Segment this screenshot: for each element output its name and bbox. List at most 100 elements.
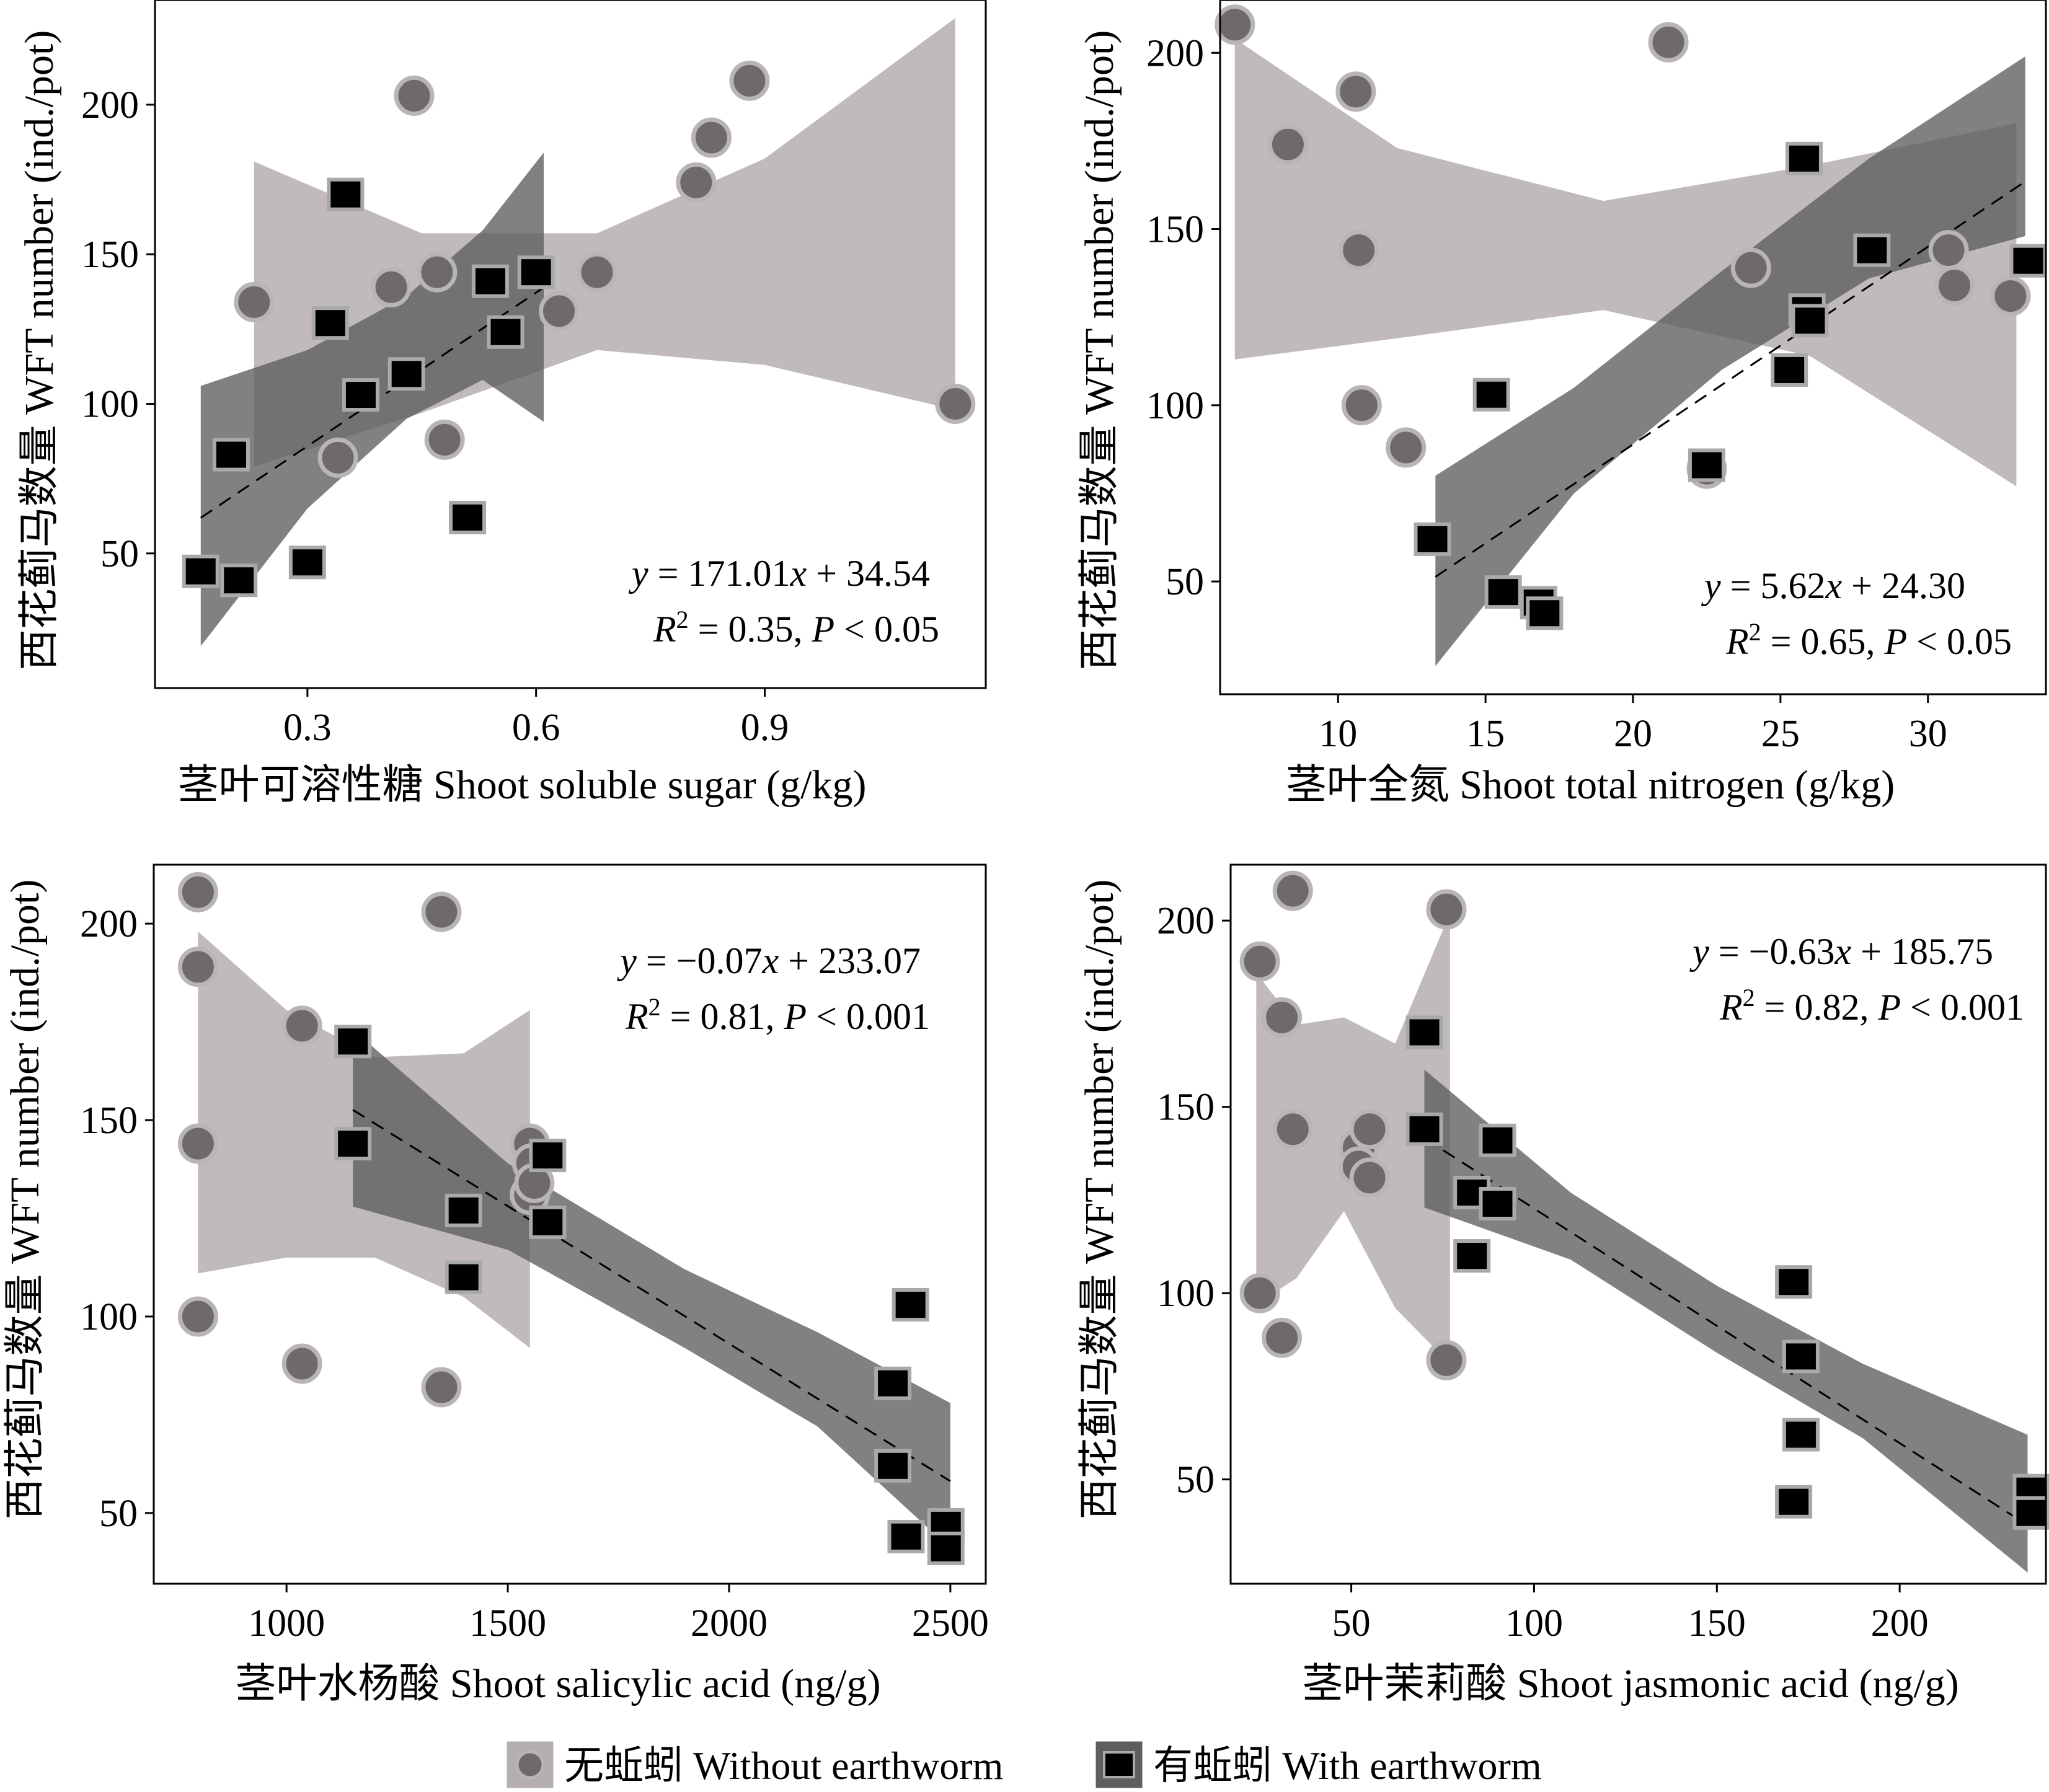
point-without-earthworm-2-6 [1386, 427, 1427, 468]
plot-layer-4: 50 100 150 200 50 100 150 200 [1157, 863, 2049, 1644]
x-tick-label-1-1: 0.3 [283, 707, 332, 749]
point-without-earthworm-4-10 [1349, 1157, 1390, 1198]
point-without-earthworm-2-5 [1341, 385, 1382, 426]
point-with-earthworm-1-6 [327, 177, 365, 211]
point-without-earthworm-2-10 [1928, 230, 1969, 271]
point-with-earthworm-3-4 [445, 1260, 482, 1294]
y-tick-label-2-2: 100 [1146, 385, 1204, 427]
y-tick-label-1-4: 200 [81, 84, 139, 126]
confidence-band-with-3 [353, 1030, 950, 1548]
point-with-earthworm-1-10 [471, 264, 509, 298]
point-with-earthworm-3-9 [887, 1519, 925, 1553]
point-without-earthworm-1-3 [371, 267, 412, 307]
point-without-earthworm-3-5 [281, 1005, 322, 1046]
point-with-earthworm-4-6 [1479, 1186, 1516, 1220]
x-axis-label-2: 茎叶全氮 Shoot total nitrogen (g/kg) [1286, 762, 1895, 808]
point-without-earthworm-2-4 [1339, 230, 1379, 271]
y-axis-label-1: 西花蓟马数量 WFT number (ind./pot) [17, 30, 62, 671]
x-tick-label-2-3: 20 [1614, 713, 1652, 755]
point-without-earthworm-4-3 [1262, 997, 1303, 1038]
stats-1: R2​ = 0.35, P < 0.05 [653, 606, 939, 650]
point-without-earthworm-2-1 [1215, 4, 1255, 45]
point-without-earthworm-2-9 [1730, 247, 1771, 288]
legend-marker-with [1103, 1751, 1135, 1778]
point-with-earthworm-3-6 [529, 1205, 567, 1239]
point-without-earthworm-3-3 [177, 1123, 218, 1164]
point-with-earthworm-2-12 [2009, 244, 2047, 278]
point-with-earthworm-4-4 [1453, 1239, 1491, 1273]
y-tick-label-2-3: 150 [1146, 209, 1204, 251]
point-without-earthworm-3-1 [177, 872, 218, 912]
point-with-earthworm-2-2 [1472, 377, 1510, 412]
x-tick-label-4-2: 100 [1505, 1602, 1563, 1644]
plot-frame-4 [1229, 863, 2047, 1585]
point-without-earthworm-2-7 [1648, 22, 1689, 63]
y-tick-label-4-2: 100 [1157, 1273, 1215, 1315]
point-with-earthworm-2-8 [1785, 141, 1823, 175]
plot-frame-3 [153, 863, 987, 1585]
point-with-earthworm-4-2 [1405, 1112, 1443, 1146]
x-tick-label-3-4: 2500 [912, 1602, 989, 1644]
point-without-earthworm-2-2 [1267, 124, 1308, 165]
point-without-earthworm-1-5 [417, 252, 458, 293]
y-axis-label-4: 西花蓟马数量 WFT number (ind./pot) [1077, 880, 1122, 1520]
plot-frame-1 [154, 0, 987, 689]
point-without-earthworm-1-8 [577, 252, 617, 293]
point-without-earthworm-2-12 [1990, 276, 2031, 317]
x-tick-label-2-5: 30 [1909, 713, 1947, 755]
x-tick-label-1-2: 0.6 [512, 707, 560, 749]
point-with-earthworm-3-2 [334, 1127, 372, 1161]
equation-2: y = 5.62x + 24.30 [1701, 565, 1965, 606]
point-with-earthworm-4-9 [1782, 1340, 1820, 1374]
point-with-earthworm-2-3 [1484, 575, 1522, 609]
point-without-earthworm-4-2 [1239, 1273, 1280, 1313]
point-without-earthworm-1-11 [729, 60, 770, 101]
point-without-earthworm-1-4 [394, 75, 435, 116]
point-with-earthworm-2-7 [1771, 353, 1808, 387]
stats-4: R2​ = 0.82, P < 0.001 [1719, 984, 2024, 1028]
y-tick-label-1-3: 150 [81, 234, 139, 276]
point-without-earthworm-3-8 [421, 1367, 462, 1408]
panel-shoot-soluble-sugar: 0.3 0.6 0.9 50 100 150 200 y = 171.01x + 34.54… [17, 0, 987, 808]
point-with-earthworm-3-10 [892, 1287, 929, 1322]
point-with-earthworm-1-7 [342, 378, 379, 412]
point-with-earthworm-1-3 [220, 563, 258, 598]
y-tick-label-4-1: 50 [1176, 1459, 1215, 1501]
x-tick-label-4-3: 150 [1688, 1602, 1746, 1644]
y-tick-label-3-2: 100 [80, 1296, 138, 1338]
y-tick-label-3-4: 200 [80, 903, 138, 945]
plot-layer-3: 1000 1500 2000 2500 50 100 150 200 [80, 863, 989, 1644]
x-tick-label-2-1: 10 [1319, 713, 1357, 755]
point-with-earthworm-4-10 [1782, 1418, 1820, 1452]
confidence-band-with-4 [1424, 1069, 2028, 1573]
point-with-earthworm-4-1 [1405, 1015, 1443, 1049]
confidence-band-with-2 [1435, 56, 2025, 666]
point-with-earthworm-1-8 [387, 357, 425, 391]
point-without-earthworm-3-7 [421, 891, 462, 932]
point-with-earthworm-3-7 [874, 1366, 912, 1400]
plot-layer-1: 0.3 0.6 0.9 50 100 150 200 [81, 0, 987, 749]
legend-label-without: 无蚯蚓 Without earthworm [564, 1744, 1003, 1788]
point-with-earthworm-3-5 [529, 1139, 567, 1173]
legend-label-with: 有蚯蚓 With earthworm [1153, 1744, 1542, 1788]
point-without-earthworm-1-6 [424, 419, 465, 460]
point-with-earthworm-1-12 [517, 255, 555, 289]
point-with-earthworm-2-5 [1526, 596, 1564, 630]
y-tick-label-3-1: 50 [99, 1493, 138, 1535]
y-tick-label-1-1: 50 [100, 533, 139, 575]
point-with-earthworm-1-1 [182, 554, 219, 588]
point-with-earthworm-2-11 [1853, 233, 1891, 267]
x-axis-label-1: 茎叶可溶性糖 Shoot soluble sugar (g/kg) [178, 762, 867, 808]
point-without-earthworm-1-7 [539, 291, 580, 332]
y-tick-label-2-1: 50 [1166, 561, 1204, 603]
point-without-earthworm-3-2 [177, 947, 218, 987]
y-axis-label-3: 西花蓟马数量 WFT number (ind./pot) [2, 880, 48, 1520]
point-with-earthworm-2-6 [1688, 448, 1725, 482]
fit-line-2 [1435, 180, 2026, 578]
point-without-earthworm-4-12 [1426, 1340, 1467, 1380]
stats-2: R2​ = 0.65, P < 0.05 [1725, 618, 2012, 662]
legend-marker-without [515, 1750, 545, 1780]
x-tick-label-2-2: 15 [1466, 713, 1505, 755]
y-tick-label-2-4: 200 [1146, 32, 1204, 74]
